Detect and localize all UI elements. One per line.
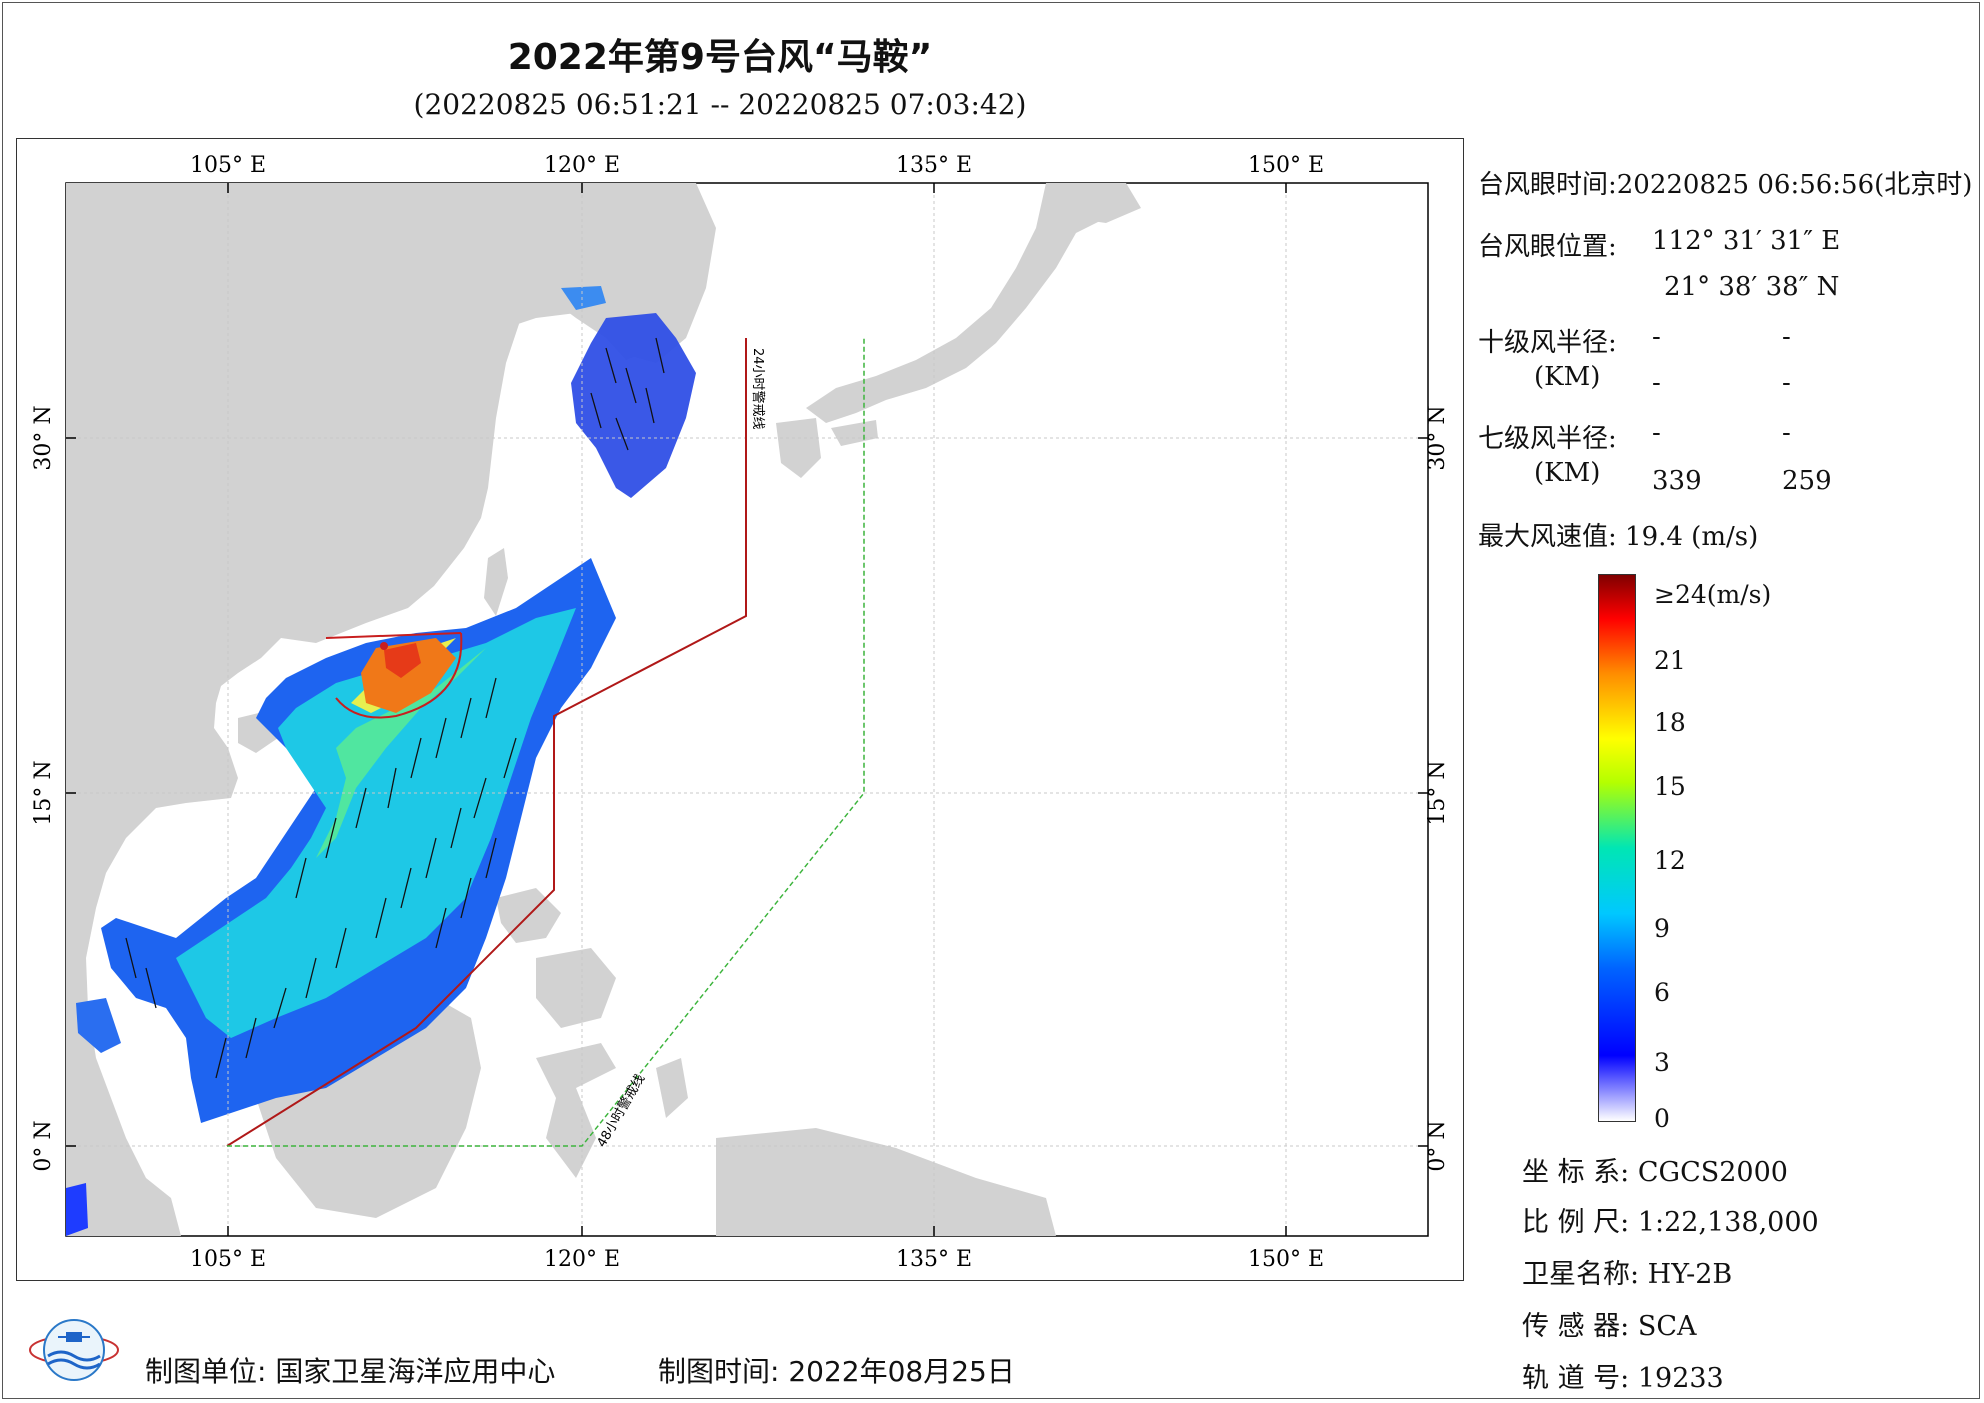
eye-latitude: 21° 38′ 38″ N [1664,272,1840,302]
colorbar-label-12: 12 [1654,846,1686,875]
colorbar-label-6: 6 [1654,978,1670,1007]
r10-value-2: - [1782,322,1791,352]
wind-field-yellow-sea [571,313,696,498]
r10-label: 十级风半径: [1478,328,1617,358]
wind-field-sumatra-edge [66,1183,88,1236]
new-guinea [716,1128,1056,1236]
warning-line-48h [227,338,865,1147]
taiwan [484,548,508,616]
lon-label-top-135: 135° E [896,153,972,178]
wind-field-scs-mid [176,608,576,1038]
map-title: 2022年第9号台风“马鞍” [507,37,933,78]
r7-value-3: 339 [1652,466,1702,496]
wind-field-scs-green [316,648,486,858]
lat-label-left-30: 30° N [31,405,56,470]
eye-longitude: 112° 31′ 31″ E [1652,226,1841,256]
satellite-name: 卫星名称: HY-2B [1522,1259,1733,1290]
japan-islands [806,183,1106,423]
r10-value-3: - [1652,368,1661,398]
lon-label-top-150: 150° E [1248,153,1324,178]
colorbar-label-0: 0 [1654,1104,1670,1133]
lon-label-bottom-135: 135° E [896,1247,972,1272]
lon-label-bottom-105: 105° E [190,1247,266,1272]
colorbar-label-9: 9 [1654,914,1670,943]
producer-unit: 制图单位: 国家卫星海洋应用中心 [145,1355,556,1388]
warning-line-24h [226,338,747,1147]
warning-label-24h: 24小时警戒线 [750,348,766,430]
colorbar-label-18: 18 [1654,708,1686,737]
hokkaido [1056,183,1141,223]
eye-position-label: 台风眼位置: [1478,232,1617,262]
colorbar-label-15: 15 [1654,772,1686,801]
lon-label-top-120: 120° E [544,153,620,178]
wind-map: 24小时警戒线 48小时警戒线 105° E 120° E 135° E 150… [31,153,1450,1272]
r7-value-1: - [1652,418,1661,448]
r7-km-label: (KM) [1534,458,1601,488]
shikoku [831,420,878,446]
lat-label-left-15: 15° N [31,760,56,825]
lat-label-right-15: 15° N [1425,760,1450,825]
orbit-number: 轨 道 号: 19233 [1522,1363,1724,1394]
lat-label-left-0: 0° N [31,1120,56,1171]
sensor-name: 传 感 器: SCA [1522,1311,1697,1342]
frame-ticks [66,183,1428,1236]
nsoas-logo [29,1319,119,1381]
production-date: 制图时间: 2022年08月25日 [658,1355,1015,1388]
colorbar-label-3: 3 [1654,1048,1670,1077]
map-scale: 比 例 尺: 1:22,138,000 [1522,1207,1819,1238]
halmahera [656,1058,688,1118]
r7-value-4: 259 [1782,466,1832,496]
colorbar [1598,574,1636,1122]
wind-barbs [125,337,665,1079]
lat-label-right-30: 30° N [1425,405,1450,470]
kyushu [776,418,821,478]
map-subtitle: (20220825 06:51:21 -- 20220825 07:03:42) [413,88,1027,121]
lon-label-bottom-120: 120° E [544,1247,620,1272]
wind-field-bohai [561,286,606,310]
r7-label: 七级风半径: [1478,424,1617,454]
colorbar-label-21: 21 [1654,646,1686,675]
lat-label-right-0: 0° N [1425,1120,1450,1171]
wind-field-thailand [76,998,121,1053]
typhoon-radius-arc [325,632,463,719]
asia-mainland [66,183,681,1236]
mindanao [536,948,616,1028]
sulawesi [536,1043,616,1178]
coordinate-system: 坐 标 系: CGCS2000 [1522,1157,1788,1188]
lon-label-top-105: 105° E [190,153,266,178]
colorbar-label-24: ≥24(m/s) [1654,580,1772,609]
typhoon-eye-marker [380,642,388,650]
r10-value-4: - [1782,368,1791,398]
wind-field-typhoon-max [384,643,421,678]
max-wind-speed: 最大风速值: 19.4 (m/s) [1478,522,1759,552]
r10-value-1: - [1652,322,1661,352]
lon-label-bottom-150: 150° E [1248,1247,1324,1272]
shandong-peninsula [486,288,576,328]
eye-time: 台风眼时间:20220825 06:56:56(北京时) [1478,170,1973,200]
r7-value-2: - [1782,418,1791,448]
r10-km-label: (KM) [1534,362,1601,392]
